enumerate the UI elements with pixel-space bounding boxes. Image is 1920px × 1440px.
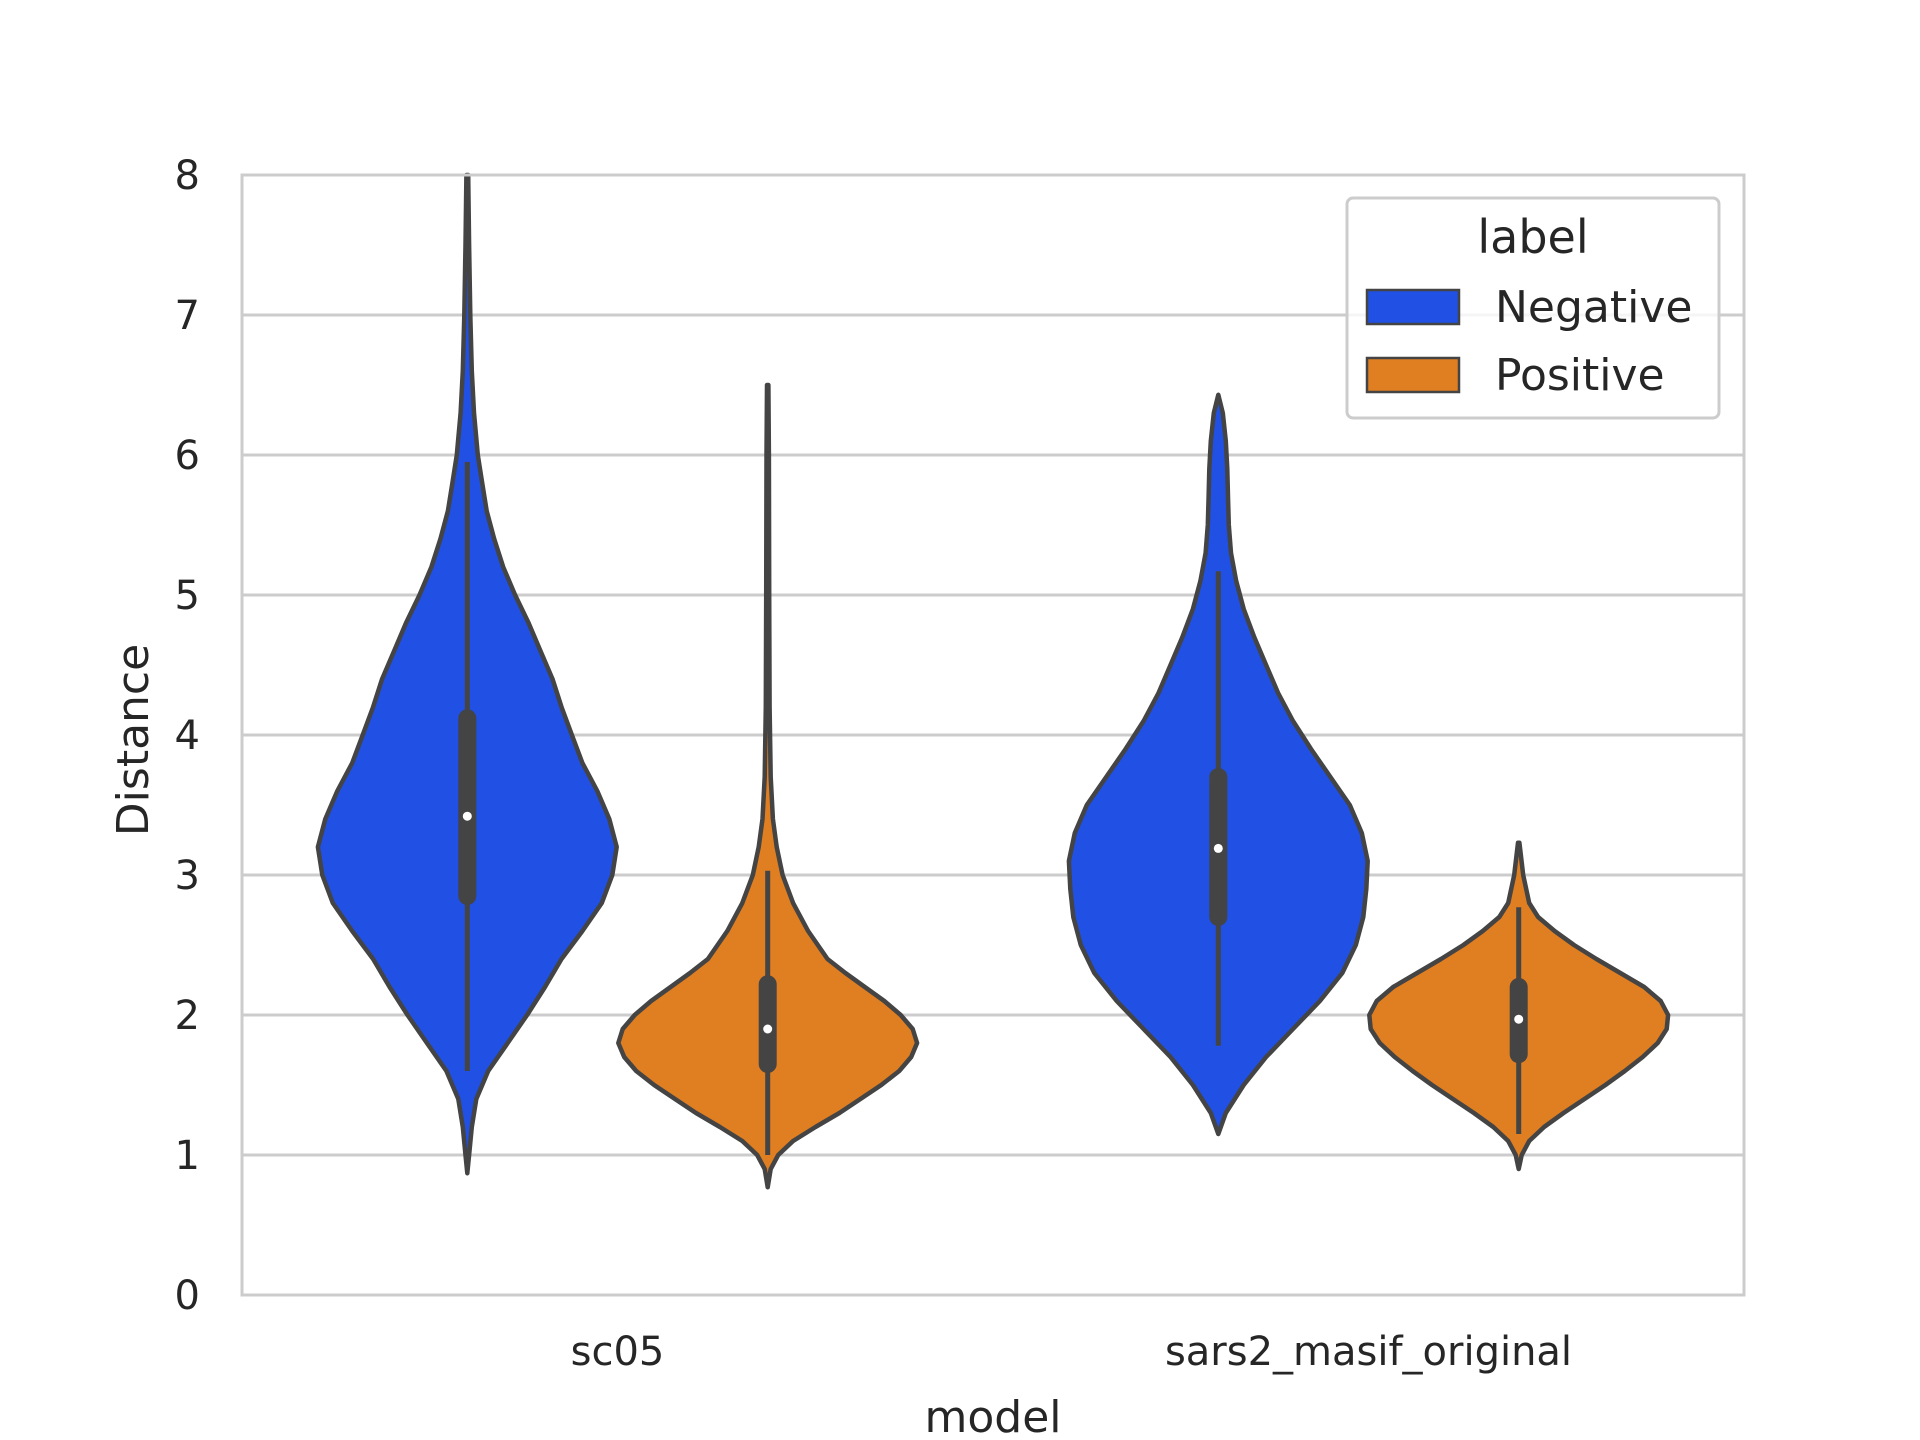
y-tick-label-4: 4 [175,713,200,759]
y-tick-label-1: 1 [175,1133,200,1179]
violin-positive-sars2-masif-original [1367,840,1671,1172]
legend: label Negative Positive [1345,196,1721,420]
legend-label-positive: Positive [1495,350,1665,401]
x-tick-labels: sc05 sars2_masif_original [571,1329,1572,1375]
violin-positive-sc05 [616,382,920,1190]
y-tick-label-7: 7 [175,293,200,339]
y-tick-label-0: 0 [175,1273,200,1319]
violin-negative-sars2-masif-original [1066,392,1370,1137]
x-tick-label-sc05: sc05 [571,1329,665,1375]
median-point-negative-sc05 [462,811,472,821]
legend-label-negative: Negative [1495,282,1692,333]
legend-swatch-negative [1365,288,1461,326]
plot-frame [240,173,1746,1297]
y-tick-label-3: 3 [175,853,200,899]
median-point-positive-sars2-masif-original [1514,1014,1524,1024]
median-point-negative-sars2-masif-original [1213,843,1223,853]
violin-body-positive-sc05 [616,382,920,1190]
x-tick-label-sars2-masif-original: sars2_masif_original [1165,1329,1572,1375]
legend-swatch-positive [1365,356,1461,394]
y-tick-labels: 0 1 2 3 4 5 6 7 8 [175,153,200,1319]
legend-title: label [1477,210,1588,264]
violins [315,172,1671,1190]
y-tick-label-2: 2 [175,993,200,1039]
y-axis-label: Distance [108,644,159,836]
x-axis-label: model [924,1392,1061,1440]
y-tick-label-6: 6 [175,433,200,479]
y-tick-label-5: 5 [175,573,200,619]
y-tick-label-8: 8 [175,153,200,199]
median-point-positive-sc05 [763,1024,773,1034]
